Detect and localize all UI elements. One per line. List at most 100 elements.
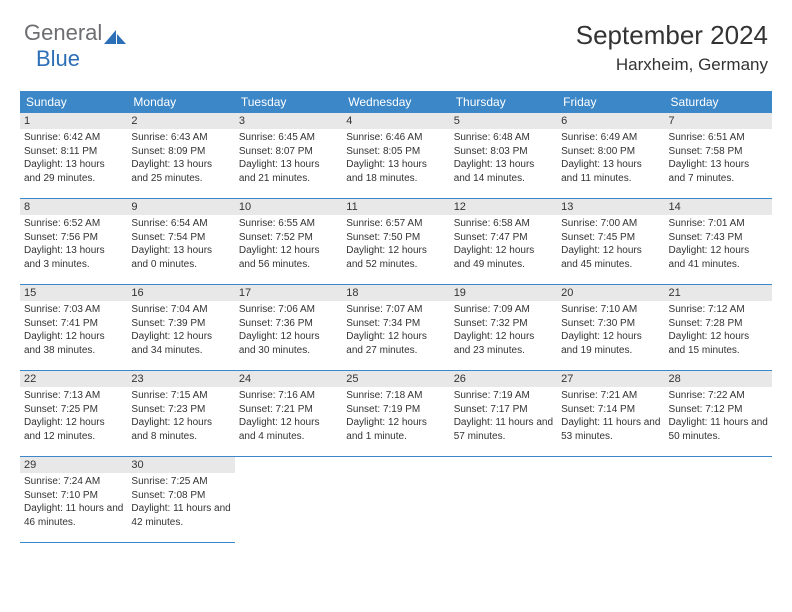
sunset-line: Sunset: 7:23 PM: [131, 403, 230, 417]
sunrise-line: Sunrise: 7:04 AM: [131, 303, 230, 317]
weekday-header: Tuesday: [235, 91, 342, 113]
sunset-line: Sunset: 8:00 PM: [561, 145, 660, 159]
daylight-line: Daylight: 13 hours and 11 minutes.: [561, 158, 660, 185]
sunrise-line: Sunrise: 7:15 AM: [131, 389, 230, 403]
day-number: 29: [20, 457, 127, 473]
day-number: 20: [557, 285, 664, 301]
calendar-day-cell: 10Sunrise: 6:55 AMSunset: 7:52 PMDayligh…: [235, 199, 342, 285]
calendar-day-cell: 7 Sunrise: 6:51 AMSunset: 7:58 PMDaylight…: [665, 113, 772, 199]
calendar-empty-cell: [665, 457, 772, 543]
daylight-line: Daylight: 13 hours and 21 minutes.: [239, 158, 338, 185]
sunset-line: Sunset: 7:12 PM: [669, 403, 768, 417]
sunrise-line: Sunrise: 6:48 AM: [454, 131, 553, 145]
calendar-empty-cell: [557, 457, 664, 543]
sunset-line: Sunset: 7:10 PM: [24, 489, 123, 503]
daylight-line: Daylight: 12 hours and 1 minute.: [346, 416, 445, 443]
sunrise-line: Sunrise: 6:43 AM: [131, 131, 230, 145]
daylight-line: Daylight: 12 hours and 12 minutes.: [24, 416, 123, 443]
daylight-line: Daylight: 13 hours and 29 minutes.: [24, 158, 123, 185]
sunset-line: Sunset: 7:47 PM: [454, 231, 553, 245]
daylight-line: Daylight: 11 hours and 50 minutes.: [669, 416, 768, 443]
sunrise-line: Sunrise: 7:25 AM: [131, 475, 230, 489]
sunset-line: Sunset: 7:45 PM: [561, 231, 660, 245]
location: Harxheim, Germany: [576, 55, 768, 75]
weekday-header: Monday: [127, 91, 234, 113]
day-number: 19: [450, 285, 557, 301]
sunrise-line: Sunrise: 7:03 AM: [24, 303, 123, 317]
calendar-day-cell: 13Sunrise: 7:00 AMSunset: 7:45 PMDayligh…: [557, 199, 664, 285]
daylight-line: Daylight: 11 hours and 57 minutes.: [454, 416, 553, 443]
sunrise-line: Sunrise: 6:51 AM: [669, 131, 768, 145]
daylight-line: Daylight: 12 hours and 23 minutes.: [454, 330, 553, 357]
sunrise-line: Sunrise: 7:00 AM: [561, 217, 660, 231]
calendar-day-cell: 12Sunrise: 6:58 AMSunset: 7:47 PMDayligh…: [450, 199, 557, 285]
calendar-day-cell: 5Sunrise: 6:48 AMSunset: 8:03 PMDaylight…: [450, 113, 557, 199]
day-number: 16: [127, 285, 234, 301]
daylight-line: Daylight: 12 hours and 41 minutes.: [669, 244, 768, 271]
sunrise-line: Sunrise: 6:45 AM: [239, 131, 338, 145]
sunrise-line: Sunrise: 6:55 AM: [239, 217, 338, 231]
calendar-empty-cell: [235, 457, 342, 543]
sunrise-line: Sunrise: 6:52 AM: [24, 217, 123, 231]
daylight-line: Daylight: 12 hours and 45 minutes.: [561, 244, 660, 271]
sunset-line: Sunset: 7:25 PM: [24, 403, 123, 417]
sunset-line: Sunset: 7:14 PM: [561, 403, 660, 417]
daylight-line: Daylight: 12 hours and 19 minutes.: [561, 330, 660, 357]
sunset-line: Sunset: 7:19 PM: [346, 403, 445, 417]
logo: General Blue: [24, 20, 126, 72]
day-number: 25: [342, 371, 449, 387]
day-number: 18: [342, 285, 449, 301]
sunset-line: Sunset: 7:36 PM: [239, 317, 338, 331]
sunrise-line: Sunrise: 7:10 AM: [561, 303, 660, 317]
calendar-day-cell: 21Sunrise: 7:12 AMSunset: 7:28 PMDayligh…: [665, 285, 772, 371]
calendar-day-cell: 11Sunrise: 6:57 AMSunset: 7:50 PMDayligh…: [342, 199, 449, 285]
daylight-line: Daylight: 13 hours and 18 minutes.: [346, 158, 445, 185]
day-number: 21: [665, 285, 772, 301]
sunset-line: Sunset: 7:39 PM: [131, 317, 230, 331]
daylight-line: Daylight: 12 hours and 27 minutes.: [346, 330, 445, 357]
daylight-line: Daylight: 12 hours and 52 minutes.: [346, 244, 445, 271]
calendar-day-cell: 24Sunrise: 7:16 AMSunset: 7:21 PMDayligh…: [235, 371, 342, 457]
sunset-line: Sunset: 7:32 PM: [454, 317, 553, 331]
calendar-day-cell: 17Sunrise: 7:06 AMSunset: 7:36 PMDayligh…: [235, 285, 342, 371]
calendar-day-cell: 9Sunrise: 6:54 AMSunset: 7:54 PMDaylight…: [127, 199, 234, 285]
day-number: 2: [127, 113, 234, 129]
sunset-line: Sunset: 7:43 PM: [669, 231, 768, 245]
sunrise-line: Sunrise: 7:22 AM: [669, 389, 768, 403]
sunset-line: Sunset: 8:05 PM: [346, 145, 445, 159]
sunset-line: Sunset: 7:08 PM: [131, 489, 230, 503]
sunrise-line: Sunrise: 7:21 AM: [561, 389, 660, 403]
day-number: 8: [20, 199, 127, 215]
sunset-line: Sunset: 7:30 PM: [561, 317, 660, 331]
logo-gray-text: General: [24, 20, 102, 45]
calendar-day-cell: 1Sunrise: 6:42 AMSunset: 8:11 PMDaylight…: [20, 113, 127, 199]
logo-sail-icon: [104, 28, 126, 44]
daylight-line: Daylight: 12 hours and 15 minutes.: [669, 330, 768, 357]
sunrise-line: Sunrise: 6:54 AM: [131, 217, 230, 231]
day-number: 5: [450, 113, 557, 129]
day-number: 7: [665, 113, 772, 129]
calendar-day-cell: 25Sunrise: 7:18 AMSunset: 7:19 PMDayligh…: [342, 371, 449, 457]
weekday-header: Friday: [557, 91, 664, 113]
sunset-line: Sunset: 8:11 PM: [24, 145, 123, 159]
day-number: 24: [235, 371, 342, 387]
calendar-day-cell: 8Sunrise: 6:52 AMSunset: 7:56 PMDaylight…: [20, 199, 127, 285]
calendar-day-cell: 26Sunrise: 7:19 AMSunset: 7:17 PMDayligh…: [450, 371, 557, 457]
sunrise-line: Sunrise: 7:19 AM: [454, 389, 553, 403]
day-number: 28: [665, 371, 772, 387]
daylight-line: Daylight: 12 hours and 38 minutes.: [24, 330, 123, 357]
sunset-line: Sunset: 7:58 PM: [669, 145, 768, 159]
day-number: 11: [342, 199, 449, 215]
sunset-line: Sunset: 7:54 PM: [131, 231, 230, 245]
weekday-header: Thursday: [450, 91, 557, 113]
day-number: 17: [235, 285, 342, 301]
weekday-header: Saturday: [665, 91, 772, 113]
sunrise-line: Sunrise: 6:46 AM: [346, 131, 445, 145]
calendar-day-cell: 22Sunrise: 7:13 AMSunset: 7:25 PMDayligh…: [20, 371, 127, 457]
daylight-line: Daylight: 13 hours and 7 minutes.: [669, 158, 768, 185]
sunrise-line: Sunrise: 7:07 AM: [346, 303, 445, 317]
calendar-day-cell: 29Sunrise: 7:24 AMSunset: 7:10 PMDayligh…: [20, 457, 127, 543]
calendar-day-cell: 30Sunrise: 7:25 AMSunset: 7:08 PMDayligh…: [127, 457, 234, 543]
daylight-line: Daylight: 11 hours and 42 minutes.: [131, 502, 230, 529]
daylight-line: Daylight: 12 hours and 49 minutes.: [454, 244, 553, 271]
